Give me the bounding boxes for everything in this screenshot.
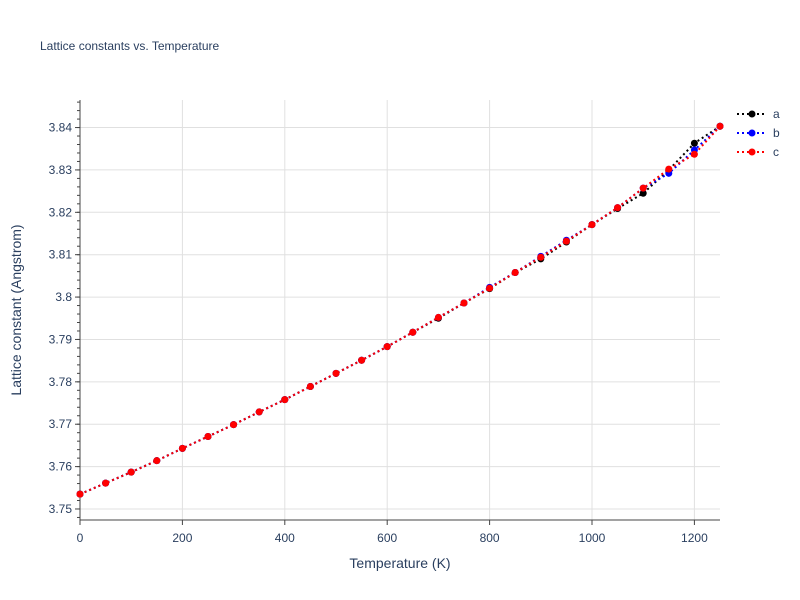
y-axis-label: Lattice constant (Angstrom) — [8, 224, 24, 395]
data-point-c — [639, 184, 647, 192]
series-line-c — [79, 125, 721, 496]
y-tick-label: 3.84 — [49, 121, 73, 135]
series-c — [76, 122, 724, 498]
series-a — [76, 122, 724, 498]
data-point-c — [690, 150, 698, 158]
series-line-b — [79, 125, 721, 496]
data-point-c — [76, 490, 84, 498]
legend-label-b: b — [773, 126, 780, 140]
data-point-c — [383, 343, 391, 351]
data-point-c — [562, 237, 570, 245]
y-tick-label: 3.8 — [55, 290, 72, 304]
legend-item-c[interactable]: c — [737, 145, 779, 159]
legend-item-a[interactable]: a — [737, 107, 780, 121]
data-point-a — [639, 189, 647, 197]
y-tick-label: 3.81 — [49, 248, 73, 262]
data-point-c — [511, 268, 519, 276]
y-tick-label: 3.76 — [49, 460, 73, 474]
y-tick-label: 3.78 — [49, 375, 73, 389]
y-tick-label: 3.83 — [49, 163, 73, 177]
data-point-c — [614, 204, 622, 212]
data-point-a — [690, 139, 698, 147]
y-tick-label: 3.77 — [49, 417, 73, 431]
legend-label-c: c — [773, 145, 779, 159]
data-point-c — [409, 328, 417, 336]
y-tick-label: 3.82 — [49, 205, 73, 219]
data-point-c — [230, 421, 238, 429]
y-tick-label: 3.75 — [49, 502, 73, 516]
legend-item-b[interactable]: b — [737, 126, 780, 140]
data-point-c — [460, 299, 468, 307]
y-tick-label: 3.79 — [49, 332, 73, 346]
data-point-c — [127, 468, 135, 476]
x-tick-label: 1000 — [579, 531, 606, 545]
data-point-c — [153, 457, 161, 465]
data-point-c — [434, 313, 442, 321]
data-point-c — [306, 382, 314, 390]
data-point-c — [716, 122, 724, 130]
legend-marker-c — [748, 148, 756, 156]
x-axis-label: Temperature (K) — [349, 555, 450, 571]
data-point-c — [665, 165, 673, 173]
chart-title: Lattice constants vs. Temperature — [40, 39, 220, 53]
x-tick-label: 200 — [172, 531, 192, 545]
x-tick-label: 0 — [77, 531, 84, 545]
data-point-c — [178, 444, 186, 452]
data-point-c — [204, 433, 212, 441]
data-point-c — [588, 221, 596, 229]
x-tick-label: 1200 — [681, 531, 708, 545]
data-point-c — [281, 396, 289, 404]
data-point-c — [537, 253, 545, 261]
series-line-a — [79, 125, 721, 496]
data-point-c — [486, 284, 494, 292]
data-point-c — [102, 479, 110, 487]
legend-marker-a — [748, 110, 756, 118]
x-tick-label: 600 — [377, 531, 397, 545]
series-b — [76, 122, 724, 498]
data-point-c — [332, 369, 340, 377]
legend-label-a: a — [773, 107, 780, 121]
legend-marker-b — [748, 129, 756, 137]
x-tick-label: 400 — [275, 531, 295, 545]
data-point-c — [358, 356, 366, 364]
x-tick-label: 800 — [480, 531, 500, 545]
data-point-c — [255, 408, 263, 416]
